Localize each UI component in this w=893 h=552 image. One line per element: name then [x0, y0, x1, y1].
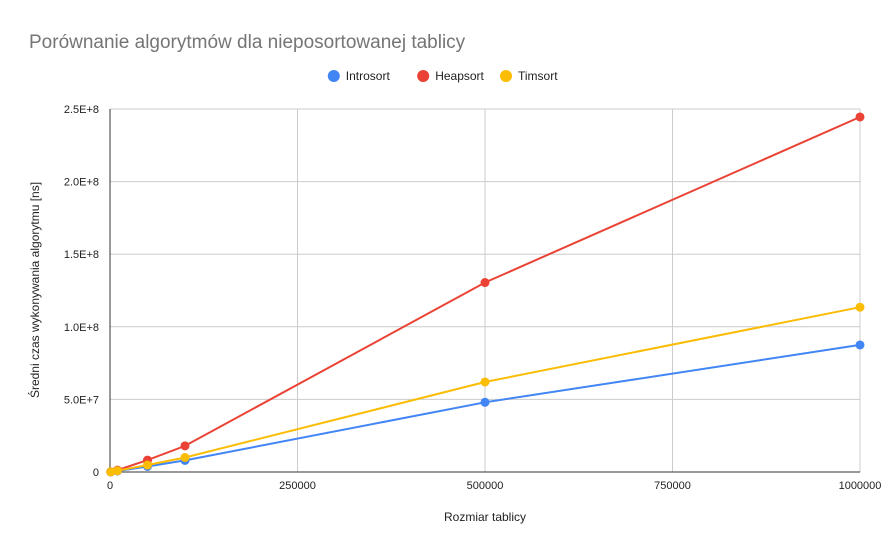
legend-label-timsort: Timsort [518, 69, 558, 83]
y-axis-label: Średni czas wykonywania algorytmu [ns] [27, 182, 42, 398]
y-tick-labels: 0 5.0E+7 1.0E+8 1.5E+8 2.0E+8 2.5E+8 [64, 104, 99, 479]
grid [110, 108, 861, 472]
data-point-timsort [106, 467, 116, 477]
x-tick-label: 1000000 [839, 480, 882, 492]
legend-marker-timsort [500, 70, 512, 82]
y-tick-label: 1.5E+8 [64, 249, 99, 261]
data-point-timsort [143, 460, 152, 470]
y-tick-label: 1.0E+8 [64, 322, 99, 334]
y-tick-label: 0 [93, 467, 99, 479]
x-axis-label: Rozmiar tablicy [444, 510, 526, 524]
x-tick-label: 0 [107, 480, 113, 492]
data-point-timsort [113, 466, 122, 476]
x-tick-labels: 0 250000 500000 750000 1000000 [107, 480, 881, 492]
y-tick-label: 5.0E+7 [64, 394, 99, 406]
data-point-timsort [480, 377, 490, 387]
chart-title: Porównanie algorytmów dla nieposortowane… [29, 32, 466, 53]
data-point-heapsort [180, 441, 190, 451]
data-point-introsort [855, 340, 865, 350]
x-tick-label: 250000 [279, 480, 316, 492]
axes [109, 109, 860, 473]
series-group [106, 112, 865, 477]
legend: Introsort Heapsort Timsort [327, 69, 558, 83]
y-tick-label: 2.0E+8 [64, 177, 99, 189]
y-tick-label: 2.5E+8 [64, 104, 99, 116]
legend-label-introsort: Introsort [346, 69, 391, 83]
data-point-heapsort [855, 112, 865, 122]
data-point-introsort [480, 397, 490, 407]
legend-marker-heapsort [417, 70, 430, 82]
data-point-heapsort [480, 278, 490, 288]
x-tick-label: 500000 [467, 480, 504, 492]
legend-label-heapsort: Heapsort [435, 69, 484, 83]
data-point-timsort [180, 452, 190, 462]
data-point-timsort [855, 302, 865, 312]
x-tick-label: 750000 [654, 480, 691, 492]
legend-marker-introsort [327, 70, 340, 82]
